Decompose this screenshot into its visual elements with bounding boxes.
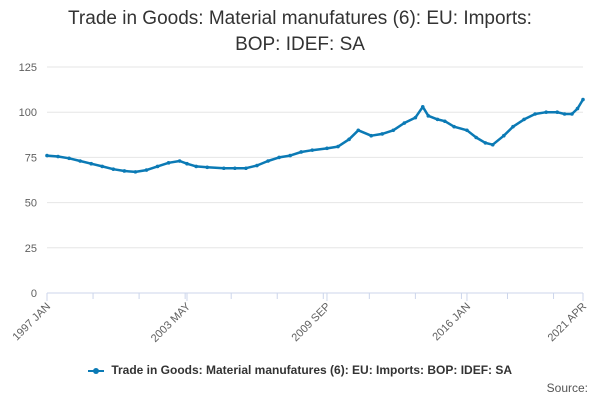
x-tick-label: 2016 JAN	[430, 301, 473, 344]
data-point[interactable]	[185, 161, 189, 166]
data-point[interactable]	[45, 153, 49, 158]
data-point[interactable]	[347, 137, 351, 142]
data-point[interactable]	[380, 132, 385, 136]
data-point[interactable]	[336, 144, 340, 149]
data-point[interactable]	[194, 164, 198, 169]
data-point[interactable]	[555, 110, 560, 114]
data-point[interactable]	[443, 119, 447, 124]
data-point[interactable]	[288, 153, 292, 158]
data-point[interactable]	[511, 124, 515, 129]
data-point[interactable]	[435, 117, 440, 122]
y-tick-label: 25	[25, 243, 37, 255]
data-point[interactable]	[144, 168, 149, 172]
data-point[interactable]	[522, 117, 526, 122]
x-tick-label: 2021 APR	[546, 301, 590, 345]
data-point[interactable]	[581, 97, 585, 102]
data-point[interactable]	[452, 124, 456, 129]
data-point[interactable]	[89, 161, 94, 166]
gridlines	[47, 66, 583, 294]
data-point[interactable]	[299, 150, 303, 154]
data-point[interactable]	[465, 128, 469, 133]
data-point[interactable]	[222, 166, 226, 171]
source-label: Source:	[546, 381, 588, 395]
chart-title-line-2: BOP: IDEF: SA	[235, 34, 365, 55]
y-tick-label: 50	[25, 198, 37, 210]
legend-swatch-icon	[87, 367, 104, 374]
data-point[interactable]	[544, 110, 548, 114]
data-point[interactable]	[255, 163, 259, 168]
data-point[interactable]	[325, 146, 329, 151]
plot-area	[45, 97, 585, 174]
data-point[interactable]	[133, 170, 138, 174]
data-point[interactable]	[277, 155, 281, 160]
data-point[interactable]	[402, 121, 407, 125]
legend-label: Trade in Goods: Material manufatures (6)…	[111, 363, 513, 377]
data-point[interactable]	[420, 104, 425, 109]
data-point[interactable]	[356, 128, 361, 133]
data-point[interactable]	[562, 112, 567, 116]
y-tick-label: 75	[25, 152, 37, 164]
y-tick-label: 125	[19, 62, 37, 74]
data-point[interactable]	[483, 141, 488, 145]
x-axis: 1997 JAN 2003 MAY 2009 SEP 2016 JAN 2021 APR	[10, 292, 590, 345]
data-point[interactable]	[426, 114, 431, 118]
data-point[interactable]	[56, 154, 60, 159]
x-tick-label: 1997 JAN	[10, 301, 53, 344]
legend[interactable]: Trade in Goods: Material manufatures (6)…	[0, 363, 600, 377]
data-point[interactable]	[155, 164, 160, 169]
chart-title-line-1: Trade in Goods: Material manufatures (6)…	[68, 8, 532, 29]
data-point[interactable]	[100, 164, 105, 169]
data-point[interactable]	[122, 169, 127, 173]
y-tick-label: 100	[19, 107, 37, 119]
data-point[interactable]	[78, 159, 82, 163]
data-point[interactable]	[575, 106, 580, 111]
y-tick-label: 0	[31, 288, 37, 300]
data-point[interactable]	[266, 159, 270, 163]
data-point[interactable]	[391, 128, 396, 133]
x-tick-label: 2009 SEP	[290, 301, 334, 345]
data-point[interactable]	[474, 135, 478, 140]
data-point[interactable]	[501, 133, 506, 138]
y-axis: 0 25 50 75 100 125	[19, 62, 37, 300]
data-point[interactable]	[570, 112, 574, 116]
data-point[interactable]	[490, 142, 495, 147]
data-point[interactable]	[177, 159, 182, 163]
chart-title: Trade in Goods: Material manufatures (6)…	[30, 6, 570, 58]
data-point[interactable]	[310, 148, 315, 152]
data-point[interactable]	[166, 161, 171, 165]
data-point[interactable]	[233, 166, 237, 171]
data-point[interactable]	[533, 112, 537, 116]
data-point[interactable]	[111, 167, 116, 171]
data-point[interactable]	[205, 165, 210, 170]
data-point[interactable]	[369, 133, 373, 138]
data-point[interactable]	[67, 156, 71, 161]
data-point[interactable]	[244, 166, 248, 171]
data-point[interactable]	[413, 115, 418, 120]
x-tick-label: 2003 MAY	[149, 300, 194, 345]
